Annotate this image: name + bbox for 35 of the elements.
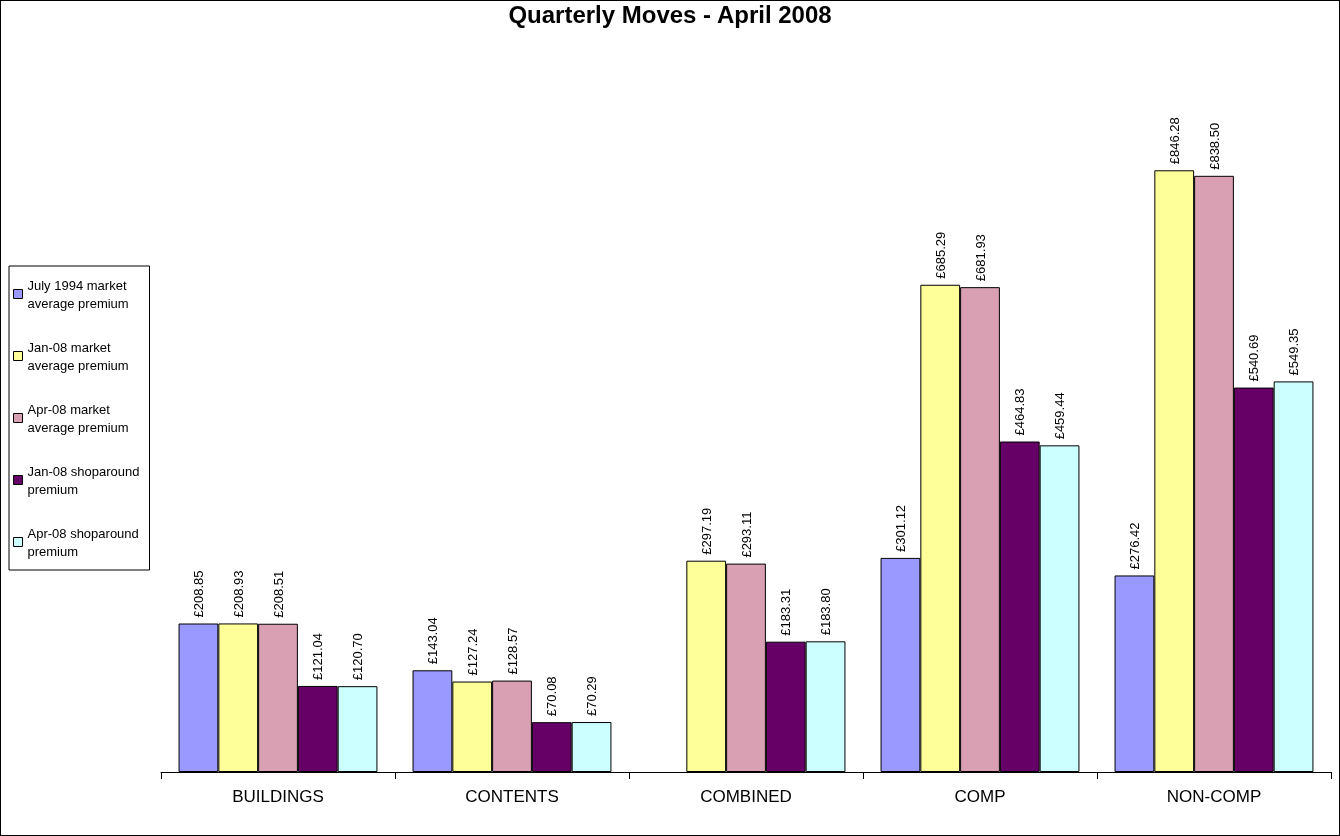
chart-title: Quarterly Moves - April 2008: [508, 0, 832, 28]
data-label: £121.04: [310, 632, 326, 680]
data-label: £846.28: [1166, 117, 1182, 165]
data-label: £297.19: [698, 507, 714, 555]
data-label: £70.08: [544, 676, 560, 717]
data-label: £208.93: [230, 570, 246, 618]
legend-label: July 1994 market average premium: [27, 277, 131, 311]
data-label: £549.35: [1286, 328, 1302, 376]
data-label: £293.11: [738, 511, 754, 558]
data-label: £459.44: [1052, 392, 1068, 440]
data-label: £143.04: [424, 617, 440, 665]
data-label: £183.31: [778, 588, 794, 636]
data-label: £540.69: [1246, 334, 1262, 382]
legend-label: Apr-08 market average premium: [27, 401, 129, 435]
legend-label: Jan-08 shoparound premium: [27, 463, 144, 497]
x-tick-label: BUILDINGS: [232, 787, 324, 806]
data-label: £120.70: [350, 633, 366, 681]
x-tick-label: COMP: [954, 787, 1006, 806]
legend-label: Apr-08 shoparound premium: [27, 525, 143, 559]
data-label: £127.24: [464, 628, 480, 676]
data-label: £464.83: [1012, 388, 1028, 436]
x-tick-label: CONTENTS: [465, 787, 559, 806]
data-label: £70.29: [584, 676, 600, 717]
data-label: £183.80: [818, 588, 834, 636]
data-label: £128.57: [504, 627, 520, 675]
data-label: £276.42: [1126, 522, 1142, 570]
data-label: £838.50: [1206, 122, 1222, 170]
data-label: £681.93: [972, 234, 988, 282]
data-label: £685.29: [932, 231, 948, 279]
data-label: £208.51: [270, 570, 286, 618]
legend-label: Jan-08 market average premium: [27, 339, 129, 373]
data-label: £301.12: [892, 504, 908, 552]
x-tick-label: NON-COMP: [1166, 787, 1262, 806]
data-label: £208.85: [190, 570, 206, 618]
x-tick-label: COMBINED: [700, 787, 792, 806]
